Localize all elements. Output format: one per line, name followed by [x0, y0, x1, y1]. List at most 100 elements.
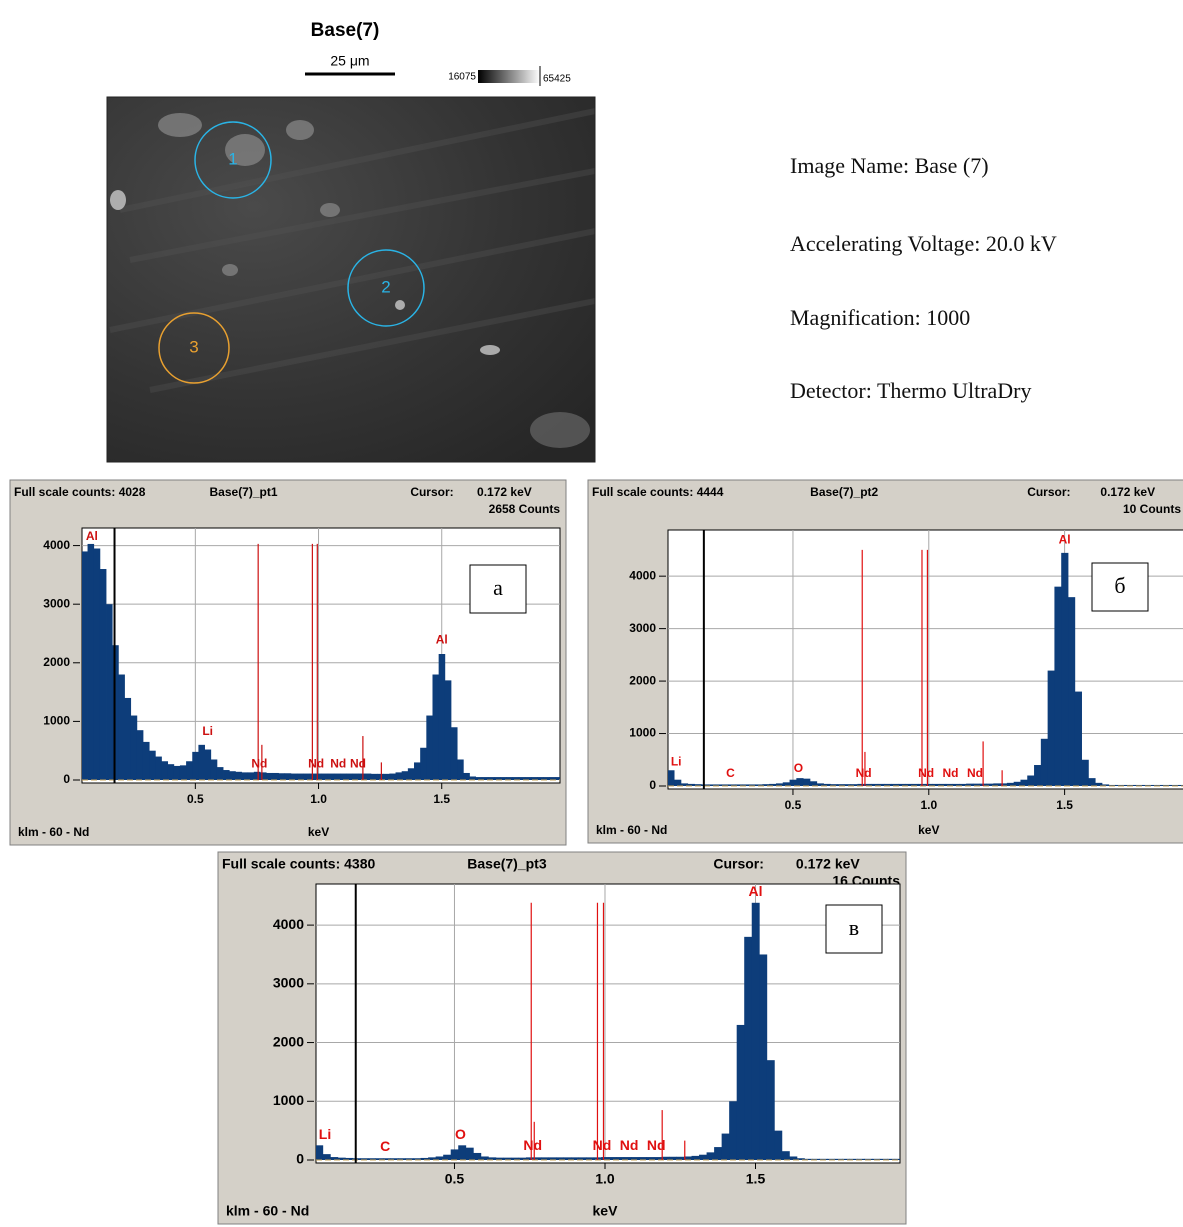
bar [235, 771, 242, 780]
bar [241, 772, 249, 780]
bar [537, 777, 544, 780]
bar [789, 1156, 798, 1160]
scale-label: 25 μm [330, 53, 369, 69]
bar [687, 783, 695, 786]
color-bar [478, 70, 540, 83]
bar [781, 1151, 790, 1160]
bar [438, 654, 446, 780]
bar [290, 773, 298, 780]
element-label: C [380, 1138, 390, 1154]
bar [124, 697, 132, 780]
bar [1142, 784, 1150, 786]
panel-letter: а [493, 575, 503, 600]
bar [653, 1157, 662, 1160]
y-tick-label: 0 [296, 1151, 304, 1167]
bar [759, 954, 768, 1160]
y-tick-label: 1000 [43, 714, 70, 728]
bar [458, 1145, 467, 1160]
y-tick-label: 0 [63, 772, 70, 786]
bar [1169, 784, 1178, 786]
footer-text: klm - 60 - Nd [226, 1203, 309, 1219]
bar [321, 773, 329, 780]
bar [819, 1158, 828, 1160]
bar [762, 784, 770, 786]
bar [414, 762, 421, 780]
bar [945, 783, 953, 786]
bar [330, 1157, 339, 1160]
bar [405, 1158, 414, 1160]
y-tick-label: 2000 [629, 673, 656, 687]
image-title: Base(7) [311, 20, 380, 41]
bar [804, 1158, 813, 1160]
bar [871, 783, 879, 786]
bar [782, 782, 790, 786]
bar [390, 1158, 399, 1160]
element-label: Nd [967, 766, 983, 780]
x-tick-label: 1.5 [746, 1171, 766, 1187]
bar [375, 1158, 384, 1160]
bar [823, 783, 831, 786]
cursor-label: Cursor: [410, 485, 453, 499]
bar [1115, 784, 1123, 786]
bar [512, 777, 520, 780]
bar [465, 1147, 474, 1160]
bar [755, 784, 763, 786]
bar [623, 1157, 632, 1160]
bar [370, 773, 378, 780]
bar [543, 777, 550, 780]
bar [179, 765, 187, 780]
header-text: Full scale counts: 4380 [222, 856, 375, 872]
bar [864, 1158, 873, 1160]
bar [352, 773, 359, 780]
bar [106, 604, 113, 780]
x-axis-label: keV [308, 825, 329, 839]
bar [549, 777, 557, 780]
bar [769, 783, 777, 786]
bar [510, 1157, 519, 1160]
sem-image [107, 97, 595, 462]
element-label: Al [436, 633, 448, 647]
bar [706, 1152, 715, 1160]
bar [548, 1157, 557, 1160]
header-text: Full scale counts: 4028 [14, 485, 146, 499]
y-tick-label: 2000 [273, 1033, 304, 1049]
cursor-counts: 10 Counts [1123, 502, 1181, 516]
bar [407, 768, 415, 780]
bar [1108, 784, 1116, 786]
bar [216, 767, 224, 780]
bar [149, 750, 156, 780]
bar [161, 761, 169, 780]
sem-frame [106, 96, 596, 463]
header-text: Full scale counts: 4444 [592, 485, 724, 499]
bar [272, 772, 279, 780]
y-tick-label: 4000 [273, 916, 304, 932]
bar [646, 1157, 655, 1160]
bar [816, 783, 824, 786]
element-label: Al [1059, 533, 1071, 547]
bar [684, 1156, 692, 1160]
bar [699, 1154, 707, 1160]
bar [315, 773, 323, 780]
bar [748, 784, 757, 786]
bar [481, 777, 489, 780]
bar [837, 784, 845, 786]
region-label: 2 [381, 277, 390, 296]
bar [714, 1147, 723, 1160]
bar [428, 1157, 437, 1160]
bar [480, 1156, 489, 1160]
y-tick-label: 1000 [629, 726, 656, 740]
bar [364, 773, 372, 780]
bar [932, 783, 940, 786]
element-label: Al [86, 529, 98, 543]
spectrum-title: Base(7)_pt3 [467, 856, 547, 872]
bar [735, 784, 743, 786]
x-tick-label: 0.5 [187, 792, 204, 806]
bar [136, 730, 144, 780]
element-label: Nd [620, 1137, 639, 1153]
bar [316, 1145, 324, 1160]
element-label: Nd [251, 756, 267, 770]
bar [352, 1158, 361, 1160]
bar [986, 783, 994, 786]
bar [1163, 784, 1171, 786]
x-tick-label: 1.0 [595, 1171, 615, 1187]
